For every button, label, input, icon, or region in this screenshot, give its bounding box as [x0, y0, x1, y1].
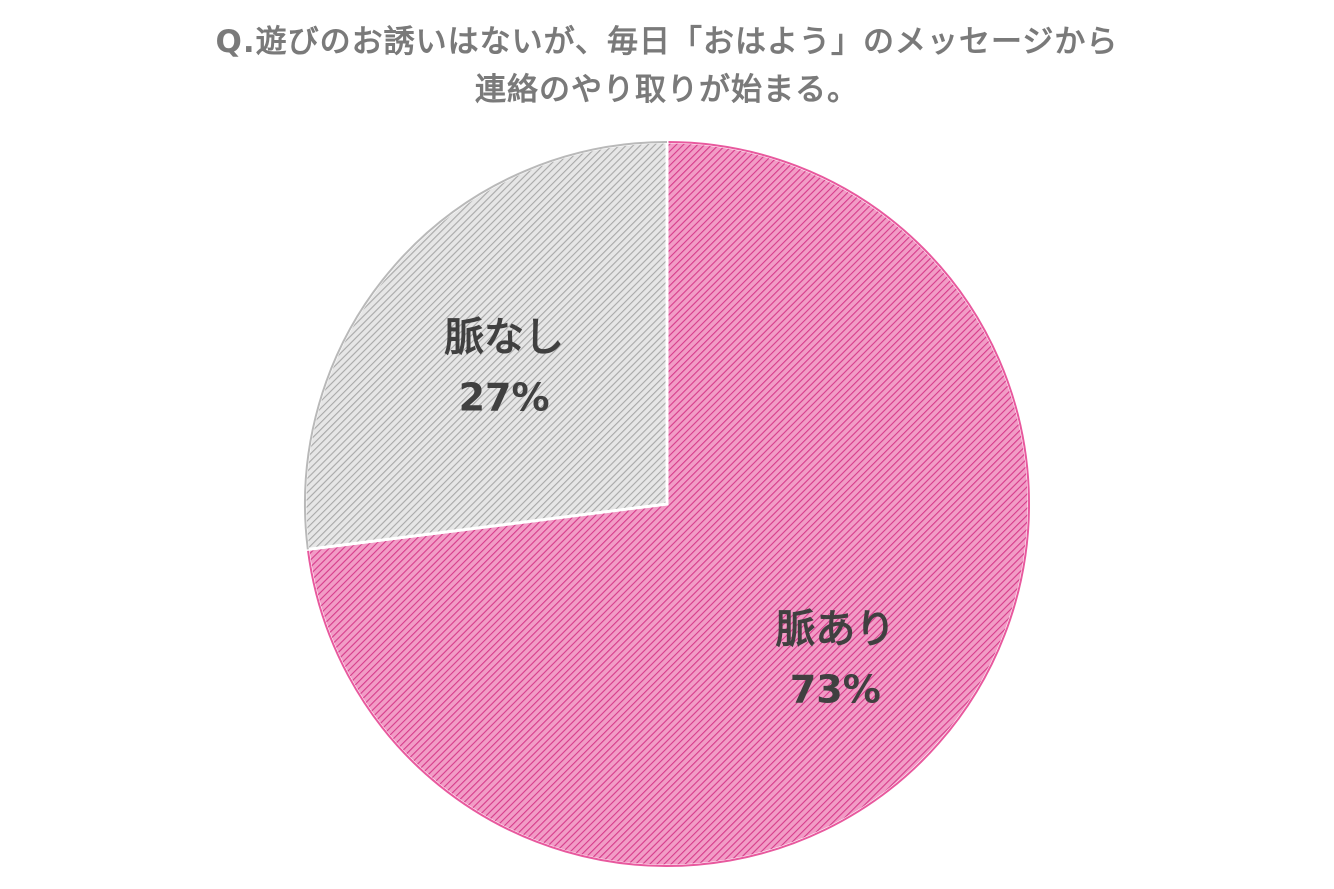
chart-title: Q.遊びのお誘いはないが、毎日「おはよう」のメッセージから 連絡のやり取りが始ま…: [0, 18, 1334, 114]
slice-percent-label: 73%: [790, 667, 881, 711]
chart-title-line-2: 連絡のやり取りが始まる。: [475, 72, 859, 108]
slice-name-label: 脈なし: [444, 314, 564, 360]
pie-labels: 脈あり 73% 脈なし 27%: [444, 314, 895, 711]
pie-slice-edge-2: [304, 141, 668, 550]
slice-percent-label: 27%: [459, 375, 550, 419]
slice-name-label: 脈あり: [775, 606, 895, 652]
pie-slices: [303, 140, 1031, 868]
chart-title-line-1: Q.遊びのお誘いはないが、毎日「おはよう」のメッセージから: [215, 24, 1119, 60]
pie-slice-edge-1: [306, 141, 1030, 867]
